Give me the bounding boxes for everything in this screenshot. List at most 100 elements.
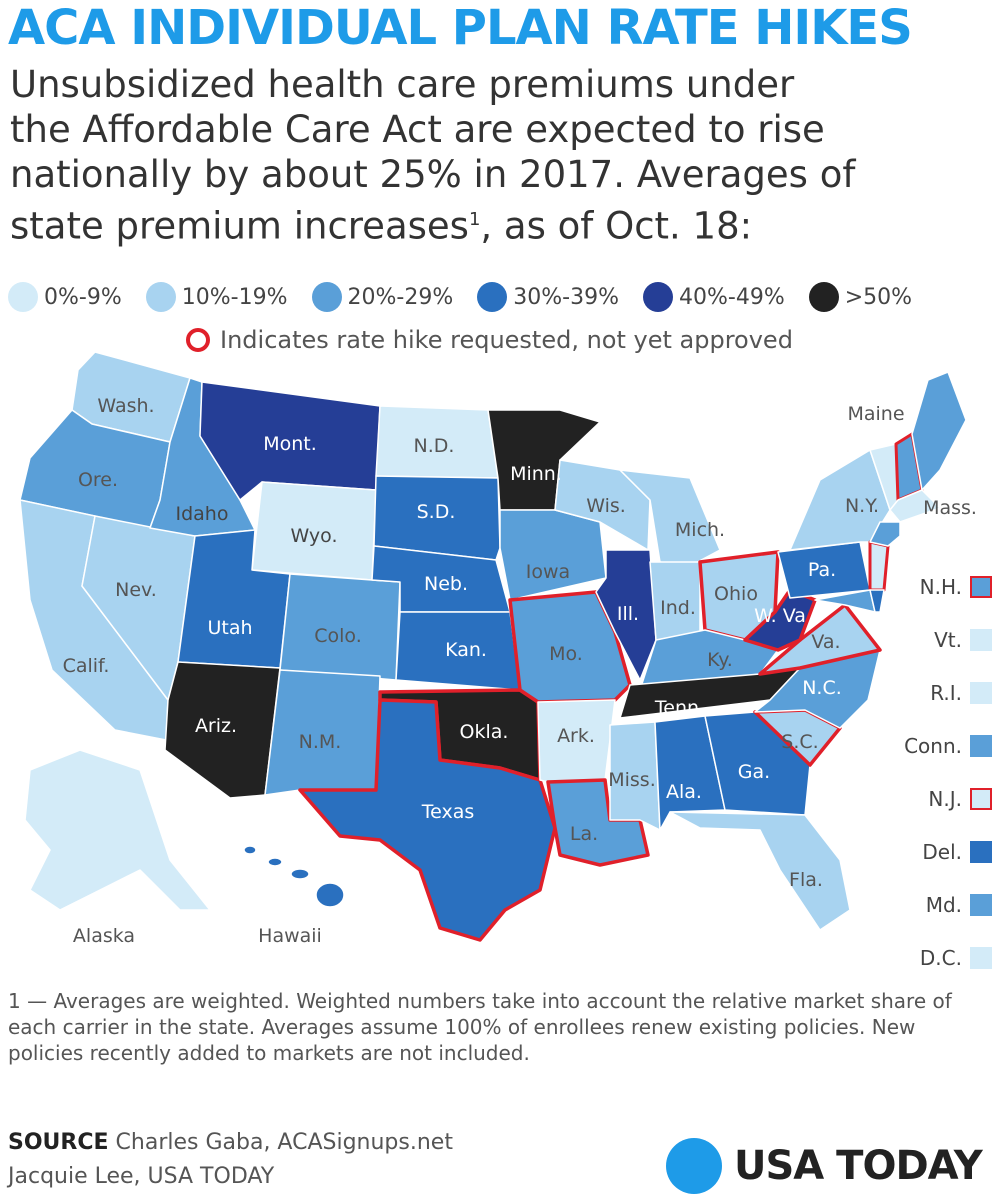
state-maine[interactable] (911, 371, 967, 491)
legend-item: 0%-9% (8, 282, 122, 312)
label-ill: Ill. (617, 603, 639, 625)
small-state-label: N.H. (919, 574, 962, 599)
subtitle-line-4a: state premium increases (10, 204, 469, 248)
state-hawaii[interactable] (243, 845, 345, 908)
state-la[interactable] (546, 778, 650, 867)
small-state-swatch (970, 946, 992, 969)
pending-note-label: Indicates rate hike requested, not yet a… (220, 326, 793, 354)
footnote: 1 — Averages are weighted. Weighted numb… (8, 989, 952, 1065)
brand-name: USA TODAY (734, 1143, 983, 1189)
label-mich: Mich. (675, 519, 725, 541)
label-utah: Utah (207, 617, 252, 639)
label-sd: S.D. (417, 501, 456, 523)
label-sc: S.C. (781, 731, 818, 753)
label-nm: N.M. (299, 731, 342, 753)
hawaii-island (315, 882, 345, 908)
legend-swatch (145, 282, 176, 312)
small-state-label: R.I. (930, 680, 962, 705)
small-state-row: Conn. (880, 719, 992, 772)
small-state-label: N.J. (928, 786, 962, 811)
subtitle-line-2: the Affordable Care Act are expected to … (10, 108, 825, 151)
label-idaho: Idaho (176, 503, 229, 525)
state-miss[interactable] (609, 721, 661, 831)
label-ala: Ala. (666, 781, 702, 803)
label-wash: Wash. (97, 395, 154, 417)
legend-label: 10%-19% (181, 284, 288, 310)
small-state-row: Md. (880, 878, 992, 931)
legend-item: 20%-29% (311, 282, 454, 312)
label-nev: Nev. (115, 579, 157, 601)
state-mass[interactable] (889, 489, 941, 523)
legend-swatch (643, 282, 673, 312)
small-state-swatch (970, 787, 992, 810)
label-tenn: Tenn. (654, 697, 705, 719)
subtitle-line-1: Unsubsidized health care premiums under (10, 63, 795, 106)
state-ala[interactable] (654, 715, 726, 831)
legend-item: 30%-39% (477, 282, 619, 312)
usa-today-logo: USA TODAY (666, 1138, 983, 1194)
source-block: SOURCE Charles Gaba, ACASignups.net Jacq… (8, 1126, 453, 1194)
source-label: SOURCE (8, 1130, 109, 1155)
hawaii-island (267, 857, 283, 867)
state-sd[interactable] (373, 475, 501, 561)
state-iowa[interactable] (499, 509, 607, 601)
page-title: ACA INDIVIDUAL PLAN RATE HIKES (8, 0, 913, 56)
brand-circle-icon (666, 1138, 722, 1194)
legend-label: 0%-9% (44, 284, 122, 310)
label-alaska: Alaska (73, 925, 135, 947)
label-ga: Ga. (738, 761, 770, 783)
label-mo: Mo. (549, 643, 583, 665)
label-calif: Calif. (63, 655, 110, 677)
label-ind: Ind. (660, 597, 696, 619)
label-kan: Kan. (445, 639, 487, 661)
label-miss: Miss. (608, 769, 656, 791)
footnote-marker: 1 (468, 209, 481, 230)
label-mont: Mont. (263, 433, 317, 455)
label-ore: Ore. (78, 469, 118, 491)
small-state-label: Vt. (934, 627, 962, 652)
label-mass: Mass. (923, 497, 977, 519)
label-wva: W. Va (754, 605, 806, 627)
legend-swatch (311, 282, 342, 312)
small-state-label: Md. (925, 892, 962, 917)
label-texas: Texas (421, 801, 475, 823)
legend-label: 20%-29% (347, 284, 454, 310)
label-nc: N.C. (802, 677, 842, 699)
small-state-swatch (970, 681, 992, 704)
credit-line: Jacquie Lee, USA TODAY (8, 1164, 275, 1189)
state-va[interactable] (758, 603, 882, 676)
small-state-row: Del. (880, 825, 992, 878)
small-state-swatch (970, 840, 992, 863)
label-ariz: Ariz. (195, 715, 237, 737)
state-alaska[interactable] (24, 749, 211, 911)
small-state-row: D.C. (880, 931, 992, 984)
legend-label: >50% (844, 284, 913, 310)
legend-swatch (477, 282, 508, 312)
hawaii-island (243, 845, 257, 855)
subtitle-line-3: nationally by about 25% in 2017. Average… (10, 153, 856, 196)
legend-item: >50% (808, 282, 913, 312)
state-del[interactable] (869, 589, 885, 613)
state-fla[interactable] (669, 811, 851, 931)
state-conn[interactable] (869, 521, 901, 547)
state-ga[interactable] (704, 711, 811, 816)
small-state-label: Del. (922, 839, 962, 864)
small-state-row: R.I. (880, 666, 992, 719)
source-text: Charles Gaba, ACASignups.net (115, 1130, 453, 1155)
label-okla: Okla. (460, 721, 509, 743)
state-texas[interactable] (298, 698, 557, 942)
label-wis: Wis. (586, 495, 626, 517)
small-state-swatch (970, 628, 992, 651)
subtitle-line-4: state premium increases1, as of Oct. 18: (10, 197, 985, 248)
legend-label: 30%-39% (513, 284, 619, 310)
legend-item: 10%-19% (145, 282, 288, 312)
source-line: SOURCE Charles Gaba, ACASignups.net (8, 1126, 453, 1160)
pending-note: Indicates rate hike requested, not yet a… (186, 326, 793, 354)
label-fla: Fla. (789, 869, 823, 891)
small-state-label: Conn. (904, 733, 962, 758)
label-wyo: Wyo. (290, 525, 337, 547)
small-state-label: D.C. (919, 945, 962, 970)
label-va: Va. (811, 631, 840, 653)
small-state-swatch (970, 893, 992, 916)
label-maine: Maine (847, 403, 904, 425)
